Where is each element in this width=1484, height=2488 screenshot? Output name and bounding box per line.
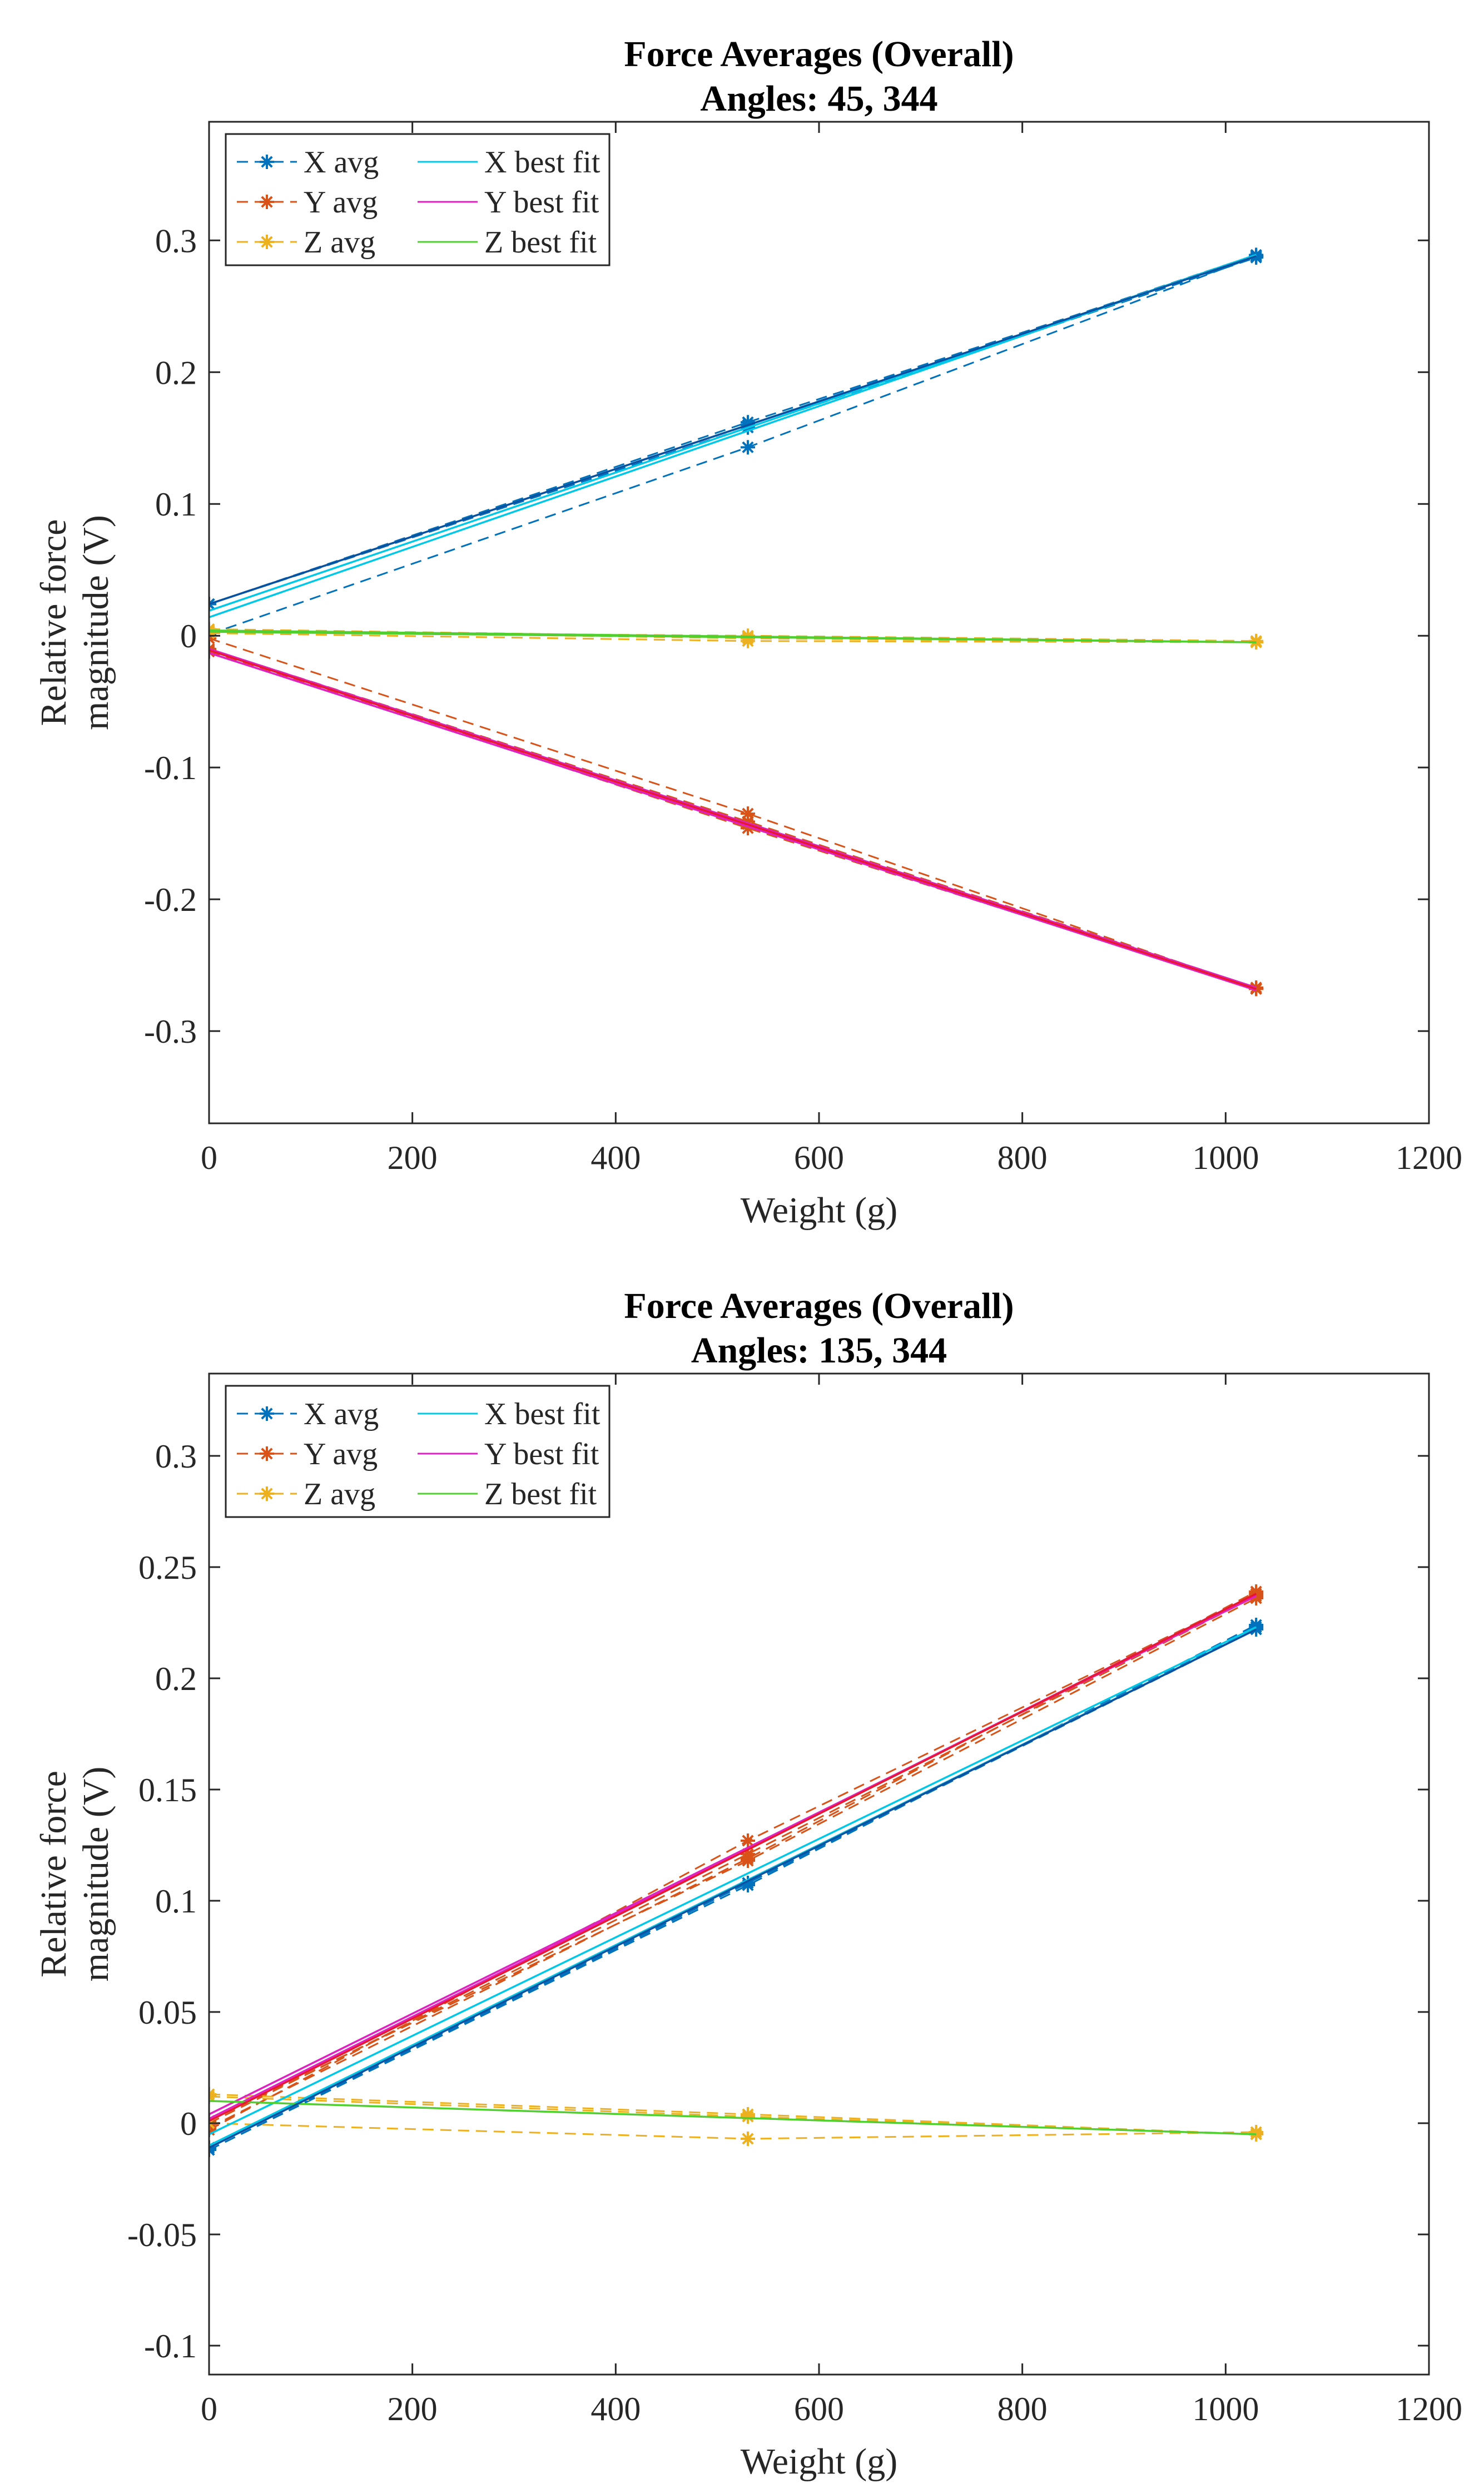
data-point-x-avg: [209, 597, 216, 612]
series-line-overlay: [209, 255, 1257, 605]
legend-label-z-avg: Z avg: [304, 225, 375, 260]
y-axis-label: Relative forcemagnitude (V): [33, 1767, 116, 1982]
x-axis-label: Weight (g): [741, 2441, 897, 2482]
series-line-z-avg: [209, 2122, 1257, 2140]
x-tick-label: 1000: [1192, 1139, 1259, 1176]
legend-label-x-avg: X avg: [304, 1397, 379, 1431]
chart-panel-1: Force Averages (Overall)Angles: 45, 344 0…: [33, 34, 1462, 1231]
data-point-z-avg: [741, 2132, 756, 2146]
legend-box: [225, 133, 611, 266]
y-tick-label: 0.1: [155, 1883, 197, 1920]
y-tick-label: 0.15: [138, 1772, 197, 1808]
chart-subtitle: Angles: 45, 344: [700, 78, 937, 119]
legend-marker-x-avg: [260, 1406, 274, 1421]
data-point-y-avg: [741, 1833, 756, 1848]
legend-box: [225, 1385, 611, 1518]
x-tick-label: 1200: [1396, 1139, 1462, 1176]
plot-area: [209, 247, 1264, 997]
series-line-y-avg: [209, 637, 1257, 990]
legend-label-z-best-fit: Z best fit: [484, 225, 597, 260]
x-tick-label: 1000: [1192, 2391, 1259, 2427]
series-line-x-best-fit: [209, 1626, 1257, 2135]
x-tick-label: 200: [388, 2391, 438, 2427]
data-point-z-avg: [209, 2089, 216, 2104]
axes-frame: [208, 121, 1430, 1124]
data-point-y-avg: [741, 1853, 756, 1868]
legend-label-y-avg: Y avg: [304, 185, 378, 220]
y-tick-label: 0.3: [155, 222, 197, 259]
y-tick-label: 0.1: [155, 486, 197, 523]
series-line-overlay: [209, 1593, 1257, 2122]
series-line-overlay: [209, 649, 1257, 990]
series-line-y-avg: [209, 1595, 1257, 2124]
legend-label-x-avg: X avg: [304, 145, 379, 180]
x-tick-label: 600: [794, 1139, 844, 1176]
data-point-z-avg: [1249, 2125, 1264, 2139]
chart-panel-2: Force Averages (Overall)Angles: 135, 344…: [33, 1286, 1462, 2482]
plot-area: [209, 1584, 1264, 2157]
y-tick-label: -0.05: [127, 2217, 197, 2253]
legend-marker-x-avg: [260, 155, 274, 169]
legend: X avg Y avg Z avg X best fit Y best fit Z bes…: [225, 133, 611, 266]
legend-marker-z-avg: [260, 235, 274, 249]
series-line-y-avg: [209, 1597, 1257, 2122]
series-line-z-best-fit: [209, 631, 1257, 643]
x-tick-label: 800: [997, 2391, 1048, 2427]
x-axis-label: Weight (g): [741, 1190, 897, 1231]
data-point-x-avg: [741, 440, 756, 455]
x-tick-label: 0: [201, 1139, 217, 1176]
x-tick-label: 400: [590, 1139, 641, 1176]
y-tick-label: 0.2: [155, 354, 197, 391]
x-tick-label: 800: [997, 1139, 1048, 1176]
legend-label-y-avg: Y avg: [304, 1437, 378, 1471]
legend-label-z-best-fit: Z best fit: [484, 1477, 597, 1511]
series-line-x-best-fit: [209, 254, 1257, 618]
legend: X avg Y avg Z avg X best fit Y best fit Z bes…: [225, 1385, 611, 1518]
x-tick-label: 1200: [1396, 2391, 1462, 2427]
y-axis-label: Relative forcemagnitude (V): [33, 515, 116, 730]
legend-marker-y-avg: [260, 1446, 274, 1461]
y-tick-label: 0.05: [138, 1994, 197, 2031]
legend-marker-z-avg: [260, 1486, 274, 1501]
y-tick-label: 0.3: [155, 1438, 197, 1475]
data-point-z-avg: [209, 2087, 216, 2102]
legend-label-x-best-fit: X best fit: [484, 1397, 600, 1431]
series-line-x-avg: [209, 255, 1257, 636]
y-tick-label: -0.1: [144, 750, 197, 786]
legend-label-y-best-fit: Y best fit: [484, 1437, 599, 1471]
series-line-overlay: [209, 1628, 1257, 2149]
x-tick-label: 200: [388, 1139, 438, 1176]
series-line-z-best-fit: [209, 2100, 1257, 2135]
chart-title: Force Averages (Overall): [624, 1286, 1014, 1326]
y-tick-label: 0: [180, 618, 197, 655]
y-tick-label: -0.3: [144, 1013, 197, 1050]
series-line-y-best-fit: [209, 652, 1257, 992]
x-tick-label: 0: [201, 2391, 217, 2427]
legend-label-z-avg: Z avg: [304, 1477, 375, 1511]
data-point-y-avg: [741, 806, 756, 821]
series-line-x-avg: [209, 1624, 1257, 2151]
x-tick-label: 400: [590, 2391, 641, 2427]
legend-label-x-best-fit: X best fit: [484, 145, 600, 180]
x-tick-label: 600: [794, 2391, 844, 2427]
y-tick-label: -0.2: [144, 881, 197, 918]
axes-frame: [208, 1372, 1430, 2376]
y-tick-label: 0: [180, 2105, 197, 2142]
y-tick-label: 0.2: [155, 1661, 197, 1697]
chart-title: Force Averages (Overall): [624, 34, 1014, 75]
data-point-z-avg: [741, 2109, 756, 2124]
y-tick-label: -0.1: [144, 2328, 197, 2365]
chart-subtitle: Angles: 135, 344: [691, 1330, 947, 1371]
legend-label-y-best-fit: Y best fit: [484, 185, 599, 220]
legend-marker-y-avg: [260, 195, 274, 209]
y-tick-label: 0.25: [138, 1549, 197, 1586]
series-line-y-best-fit: [209, 648, 1257, 989]
